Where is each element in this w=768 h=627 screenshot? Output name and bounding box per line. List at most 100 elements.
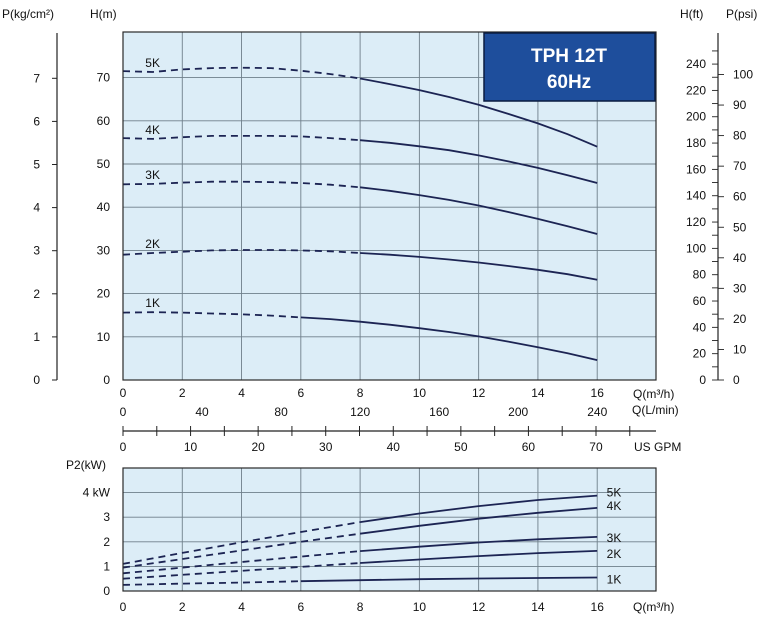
curve-label-3K: 3K [607, 531, 622, 545]
gpm-tick-label: 70 [589, 440, 603, 454]
title-box [483, 32, 656, 102]
head-axis-ticks: 0 2 4 6 8 10 12 14 16 0 10 20 30 40 50 60 70 [97, 71, 605, 400]
power-axis-label: P2(kW) [66, 458, 106, 472]
head-axis-label: H(m) [90, 7, 117, 21]
curve-3K-dashed [122, 550, 361, 575]
flow-gpm-label: US GPM [634, 440, 681, 454]
psi-tick-label: 60 [733, 190, 747, 204]
flow-tick-label: 16 [591, 386, 605, 400]
pressure-kgcm2-label: P(kg/cm²) [2, 7, 54, 21]
kgcm2-tick-label: 1 [33, 330, 40, 344]
power-flow-tick-label: 2 [179, 600, 186, 614]
flow-tick-label: 4 [238, 386, 245, 400]
flow-tick-label: 14 [531, 386, 545, 400]
power-flow-tick-label: 14 [531, 600, 545, 614]
flow-lpm-label: Q(L/min) [632, 403, 679, 417]
psi-tick-label: 50 [733, 220, 747, 234]
psi-tick-label: 30 [733, 281, 747, 295]
lpm-tick-label: 40 [195, 405, 209, 419]
curve-3K-dashed [122, 180, 361, 189]
power-flow-axis-label: Q(m³/h) [633, 600, 674, 614]
flow-axis-label: Q(m³/h) [633, 387, 674, 401]
curve-label-4K: 4K [145, 123, 160, 137]
title-frequency: 60Hz [547, 72, 591, 93]
flow-tick-label: 0 [120, 386, 127, 400]
curve-4K-dashed [122, 532, 361, 569]
ft-tick-label: 240 [686, 57, 706, 71]
curve-label-2K: 2K [607, 547, 622, 561]
curve-1K-solid [300, 316, 598, 361]
gpm-tick-label: 50 [454, 440, 468, 454]
head-tick-label: 10 [97, 330, 111, 344]
power-curves [122, 494, 598, 586]
lpm-tick-label: 120 [350, 405, 370, 419]
power-tick-label: 1 [103, 559, 110, 573]
head-tick-label: 40 [97, 200, 111, 214]
head-ft-label: H(ft) [680, 7, 703, 21]
kgcm2-tick-label: 0 [33, 373, 40, 387]
curve-4K-dashed [122, 135, 361, 142]
lpm-tick-label: 80 [274, 405, 288, 419]
curve-4K-solid [360, 139, 598, 184]
flow-tick-label: 6 [297, 386, 304, 400]
psi-tick-label: 0 [733, 373, 740, 387]
pressure-psi-axis: 0 10 20 30 40 50 60 70 80 90 100 [718, 68, 753, 387]
curve-2K-solid [360, 252, 598, 281]
psi-tick-label: 90 [733, 98, 747, 112]
ft-tick-label: 180 [686, 136, 706, 150]
gpm-tick-label: 20 [251, 440, 265, 454]
power-flow-tick-label: 16 [591, 600, 605, 614]
ft-tick-label: 20 [693, 347, 707, 361]
curve-label-2K: 2K [145, 237, 160, 251]
head-tick-label: 50 [97, 157, 111, 171]
curve-2K-dashed [122, 249, 361, 256]
power-flow-tick-label: 10 [413, 600, 427, 614]
power-tick-label: 3 [103, 510, 110, 524]
ft-tick-label: 160 [686, 162, 706, 176]
kgcm2-tick-label: 2 [33, 287, 40, 301]
gpm-tick-label: 40 [387, 440, 401, 454]
ft-tick-label: 0 [699, 373, 706, 387]
lpm-tick-label: 200 [508, 405, 528, 419]
curve-1K-solid [300, 576, 598, 583]
title-model: TPH 12T [531, 46, 607, 67]
curve-2K-dashed [122, 562, 361, 580]
kgcm2-tick-label: 7 [33, 71, 40, 85]
psi-tick-label: 20 [733, 312, 747, 326]
kgcm2-tick-label: 4 [33, 201, 40, 215]
head-tick-label: 60 [97, 114, 111, 128]
power-tick-label: 4 kW [83, 486, 111, 500]
psi-tick-label: 40 [733, 251, 747, 265]
power-flow-tick-label: 8 [357, 600, 364, 614]
flow-tick-label: 2 [179, 386, 186, 400]
psi-tick-label: 80 [733, 129, 747, 143]
ft-tick-label: 80 [693, 268, 707, 282]
head-tick-label: 30 [97, 243, 111, 257]
kgcm2-tick-label: 3 [33, 244, 40, 258]
head-curve-labels: 5K 4K 3K 2K 1K [145, 56, 160, 310]
curve-label-5K: 5K [145, 56, 160, 70]
lpm-tick-label: 160 [429, 405, 449, 419]
power-flow-tick-label: 6 [297, 600, 304, 614]
kgcm2-tick-label: 6 [33, 114, 40, 128]
pressure-kgcm2-axis: 0 1 2 3 4 5 6 7 [33, 33, 58, 387]
gpm-tick-label: 30 [319, 440, 333, 454]
curve-5K-dashed [122, 66, 361, 80]
curve-label-1K: 1K [607, 572, 622, 586]
ft-tick-label: 100 [686, 241, 706, 255]
lpm-tick-label: 0 [120, 405, 127, 419]
curve-1K-dashed [122, 311, 301, 319]
kgcm2-tick-label: 5 [33, 158, 40, 172]
psi-tick-label: 70 [733, 159, 747, 173]
curve-3K-solid [359, 186, 598, 235]
head-ft-axis: 0 20 40 60 80 100 120 140 160 180 200 220 240 [686, 33, 719, 387]
curve-1K-dashed [122, 580, 301, 586]
ft-tick-label: 120 [686, 215, 706, 229]
ft-tick-label: 200 [686, 110, 706, 124]
flow-tick-label: 12 [472, 386, 486, 400]
flow-lpm-axis: 0 40 80 120 160 200 240 [120, 405, 608, 419]
power-plot-frame [122, 467, 657, 592]
psi-tick-label: 10 [733, 342, 747, 356]
